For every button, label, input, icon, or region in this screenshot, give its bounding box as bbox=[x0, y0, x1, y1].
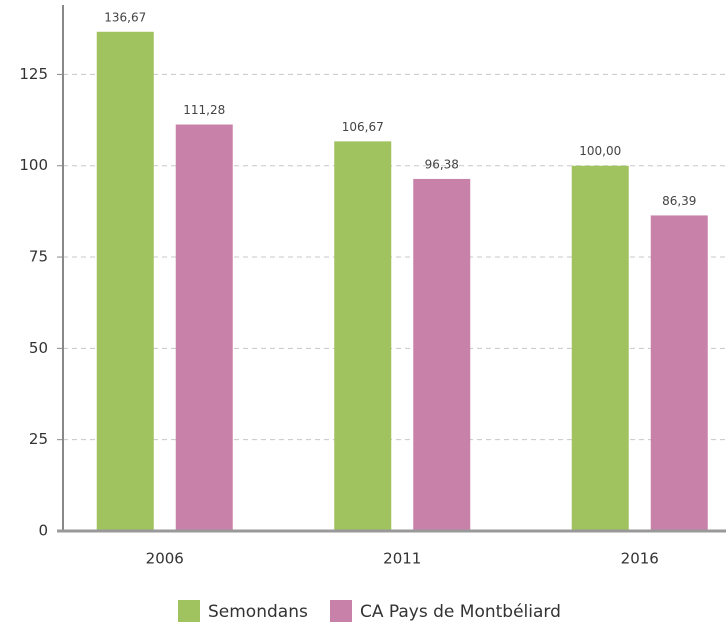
data-label: 96,38 bbox=[425, 157, 459, 171]
data-label: 136,67 bbox=[104, 10, 146, 24]
legend-swatch bbox=[330, 600, 352, 622]
bar bbox=[96, 31, 154, 531]
y-tick-label: 25 bbox=[29, 430, 48, 448]
y-tick-label: 75 bbox=[29, 248, 48, 266]
data-label: 111,28 bbox=[183, 103, 225, 117]
data-label: 86,39 bbox=[662, 194, 696, 208]
y-tick-label: 0 bbox=[38, 522, 48, 540]
y-tick-label: 50 bbox=[29, 339, 48, 357]
bar bbox=[650, 215, 708, 531]
x-tick-label: 2011 bbox=[383, 550, 421, 568]
bar bbox=[175, 124, 233, 531]
bar bbox=[413, 178, 471, 531]
legend-label: CA Pays de Montbéliard bbox=[360, 602, 561, 622]
y-tick-label: 100 bbox=[19, 156, 48, 174]
data-label: 106,67 bbox=[342, 120, 384, 134]
legend-label: Semondans bbox=[208, 602, 308, 622]
y-tick-label: 125 bbox=[19, 65, 48, 83]
x-tick-label: 2016 bbox=[621, 550, 659, 568]
bar bbox=[571, 165, 629, 531]
data-label: 100,00 bbox=[579, 144, 621, 158]
legend-swatch bbox=[178, 600, 200, 622]
x-tick-label: 2006 bbox=[146, 550, 184, 568]
bar bbox=[334, 141, 392, 531]
